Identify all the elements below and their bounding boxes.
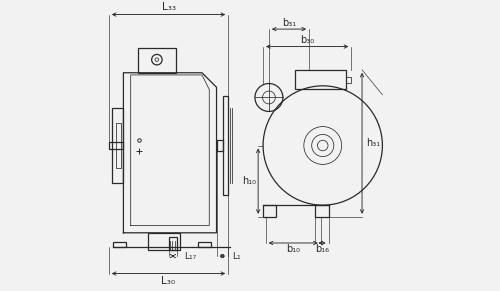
- Bar: [316, 205, 328, 217]
- Text: b₃₁: b₃₁: [282, 18, 296, 28]
- Bar: [263, 205, 276, 217]
- Text: L₃₃: L₃₃: [162, 2, 175, 12]
- Bar: [113, 242, 126, 247]
- Bar: [216, 140, 223, 151]
- Text: h₁₀: h₁₀: [242, 176, 256, 186]
- Bar: [138, 48, 176, 73]
- Bar: [116, 123, 120, 168]
- Text: L₁₇: L₁₇: [184, 252, 197, 260]
- Bar: [295, 70, 346, 89]
- Bar: [346, 77, 352, 83]
- Bar: [112, 108, 124, 183]
- Text: L₁: L₁: [232, 252, 240, 260]
- Bar: [223, 96, 228, 195]
- Text: b₃₀: b₃₀: [300, 35, 314, 45]
- Text: b₁₆: b₁₆: [315, 244, 329, 254]
- Bar: [198, 242, 210, 247]
- Bar: [168, 237, 177, 250]
- Bar: [148, 233, 180, 250]
- Bar: [109, 142, 124, 149]
- Text: L₃₀: L₃₀: [162, 276, 175, 286]
- Text: b₁₀: b₁₀: [286, 244, 300, 254]
- Text: h₃₁: h₃₁: [366, 138, 380, 148]
